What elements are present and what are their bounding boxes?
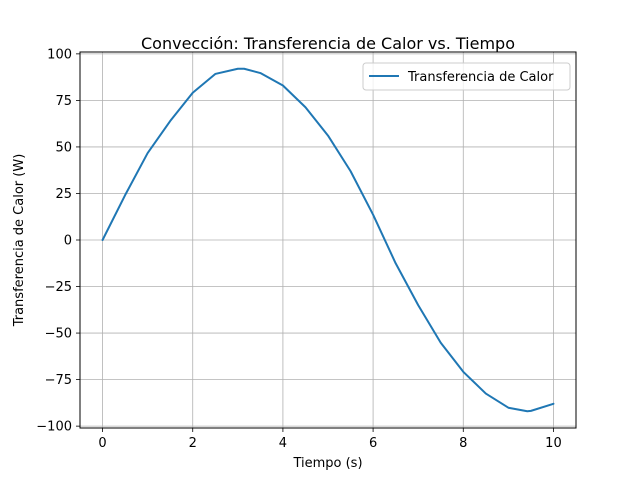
y-tick-label: 25	[55, 187, 72, 202]
y-tick-label: −50	[45, 327, 72, 342]
x-tick-label: 10	[545, 436, 562, 451]
grid-lines	[80, 52, 576, 428]
x-tick-label: 8	[459, 436, 467, 451]
x-tick-label: 2	[189, 436, 197, 451]
y-axis-ticks: 100 75 50 25 0 −25 −50 −75 −100	[36, 47, 80, 435]
y-axis-label: Transferencia de Calor (W)	[12, 154, 27, 328]
legend-box	[362, 62, 571, 91]
x-tick-label: 6	[369, 436, 377, 451]
y-tick-label: 0	[64, 234, 72, 249]
x-axis-ticks: 0 2 4 6 8 10	[98, 428, 562, 451]
legend-label: Transferencia de Calor	[407, 70, 554, 85]
series-line	[101, 67, 555, 413]
x-tick-label: 0	[98, 436, 106, 451]
chart-title: Convección: Transferencia de Calor vs. T…	[141, 34, 515, 53]
y-tick-label: −25	[45, 280, 72, 295]
y-tick-label: 50	[55, 140, 72, 155]
legend: Transferencia de Calor	[362, 62, 571, 91]
x-axis-label: Tiempo (s)	[292, 456, 362, 471]
y-tick-label: 100	[47, 47, 72, 62]
y-tick-label: −75	[45, 373, 72, 388]
x-tick-label: 4	[279, 436, 287, 451]
series-layer	[101, 67, 555, 413]
y-tick-label: 75	[55, 94, 72, 109]
y-tick-label: −100	[36, 420, 72, 435]
